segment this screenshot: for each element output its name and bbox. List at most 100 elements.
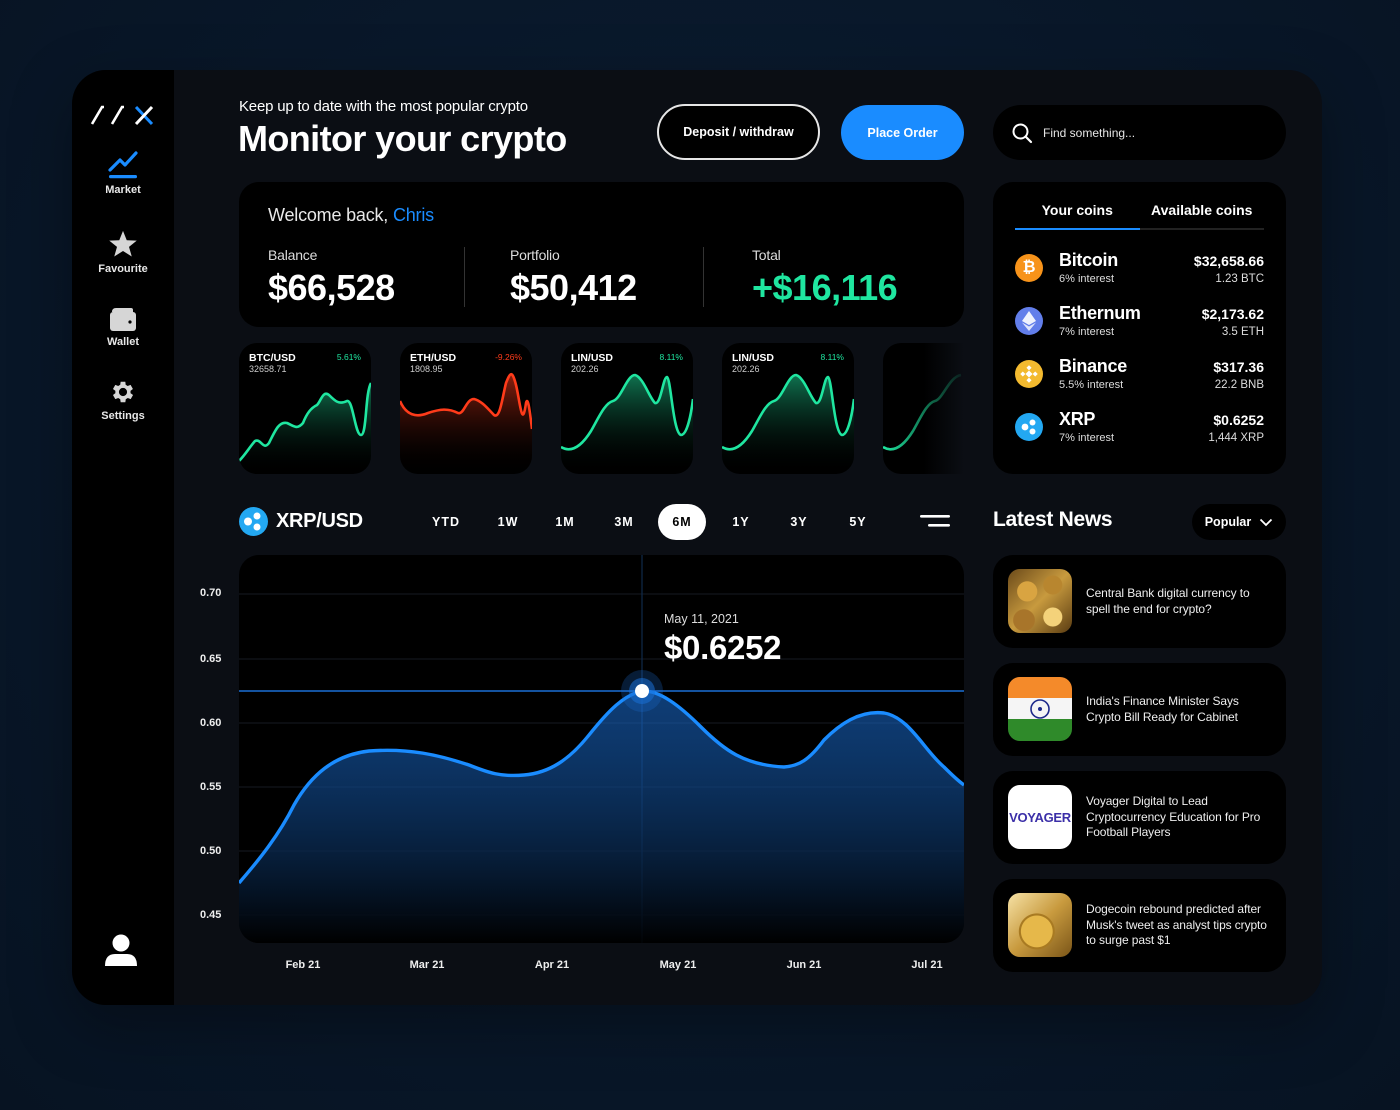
sparkline	[239, 382, 371, 474]
divider	[703, 247, 704, 307]
user-icon[interactable]	[102, 932, 140, 970]
tooltip-date: May 11, 2021	[664, 612, 739, 626]
ticker-pair: ETH/USD	[410, 352, 457, 364]
range-1m[interactable]: 1M	[555, 515, 575, 529]
coin-value: $0.6252	[1213, 412, 1264, 428]
welcome-message: Welcome back, Chris	[268, 205, 434, 226]
news-item[interactable]: Dogecoin rebound predicted after Musk's …	[993, 879, 1286, 972]
news-item[interactable]: Central Bank digital currency to spell t…	[993, 555, 1286, 648]
coin-interest: 6% interest	[1059, 273, 1115, 285]
total-stat: Total +$16,116	[752, 247, 898, 309]
y-tick: 0.60	[200, 717, 222, 729]
bitcoin-icon: ₿	[1015, 254, 1043, 282]
voyager-logo-text: VOYAGER	[1009, 809, 1071, 825]
coins-card: Your coins Available coins ₿ Bitcoin 6% …	[993, 182, 1286, 474]
coin-name: XRP	[1059, 409, 1096, 429]
deposit-withdraw-button[interactable]: Deposit / withdraw	[657, 104, 820, 160]
ticker-price: 32658.71	[249, 364, 287, 374]
news-filter-dropdown[interactable]: Popular	[1192, 504, 1286, 540]
range-ytd[interactable]: YTD	[432, 515, 460, 529]
sparkline	[400, 372, 532, 474]
tooltip-value: $0.6252	[664, 629, 782, 666]
user-name: Chris	[392, 205, 434, 225]
gold-coins-thumbnail	[1008, 569, 1072, 633]
sidebar-item-wallet[interactable]: Wallet	[72, 306, 174, 348]
news-headline: Voyager Digital to Lead Cryptocurrency E…	[1086, 794, 1261, 840]
news-item[interactable]: India's Finance Minister Says Crypto Bil…	[993, 663, 1286, 756]
ticker-card-lin[interactable]: LIN/USD 202.26 8.11%	[561, 343, 693, 474]
y-tick: 0.65	[200, 653, 222, 665]
coin-value: $32,658.66	[1193, 253, 1264, 269]
x-tick: Mar 21	[409, 959, 445, 971]
range-3m[interactable]: 3M	[614, 515, 634, 529]
ticker-change: 8.11%	[659, 352, 683, 362]
dogecoin-thumbnail	[1008, 893, 1072, 957]
coin-row-xrp[interactable]: XRP 7% interest $0.6252 1,444 XRP	[1015, 409, 1264, 455]
highlight-point[interactable]	[635, 684, 649, 698]
chevron-down-icon	[1260, 518, 1273, 526]
coin-amount: 1,444 XRP	[1208, 432, 1264, 444]
range-1w[interactable]: 1W	[497, 515, 519, 529]
wallet-icon	[110, 308, 136, 331]
sidebar-item-market[interactable]: Market	[72, 150, 174, 196]
coin-row-bitcoin[interactable]: ₿ Bitcoin 6% interest $32,658.66 1.23 BT…	[1015, 250, 1264, 296]
range-3y[interactable]: 3Y	[790, 515, 808, 529]
coin-row-ethereum[interactable]: Ethernum 7% interest $2,173.62 3.5 ETH	[1015, 303, 1264, 349]
ethereum-icon	[1015, 307, 1043, 335]
stat-label: Portfolio	[510, 247, 560, 263]
ticker-card-partial[interactable]	[883, 343, 964, 474]
stat-label: Total	[752, 247, 781, 263]
page-subtitle: Keep up to date with the most popular cr…	[239, 98, 528, 115]
page-title: Monitor your crypto	[238, 118, 567, 159]
news-headline: Dogecoin rebound predicted after Musk's …	[1086, 902, 1267, 948]
ticker-card-btc[interactable]: BTC/USD 32658.71 5.61%	[239, 343, 371, 474]
chart-pair-title: XRP/USD	[276, 510, 363, 532]
tab-your-coins[interactable]: Your coins	[1015, 202, 1140, 230]
y-tick: 0.55	[200, 781, 222, 793]
range-1y[interactable]: 1Y	[732, 515, 750, 529]
sidebar-item-label: Settings	[101, 410, 145, 422]
x-tick: Jun 21	[786, 959, 822, 971]
coin-value: $317.36	[1213, 359, 1264, 375]
coins-tabs: Your coins Available coins	[1015, 202, 1264, 230]
ticker-price: 202.26	[571, 364, 599, 374]
aax-logo	[90, 105, 154, 126]
stat-value: $50,412	[510, 267, 637, 308]
x-tick: Jul 21	[911, 959, 943, 971]
coin-name: Bitcoin	[1059, 250, 1118, 270]
coin-amount: 22.2 BNB	[1214, 379, 1264, 391]
price-chart[interactable]: May 11, 2021 $0.6252	[239, 555, 964, 943]
binance-icon	[1015, 360, 1043, 388]
coin-name: Binance	[1059, 356, 1127, 376]
welcome-greeting: Welcome back,	[268, 205, 389, 225]
xrp-icon	[1015, 413, 1043, 441]
ticker-price: 202.26	[732, 364, 760, 374]
sparkline	[883, 373, 962, 451]
search-icon[interactable]	[1011, 122, 1033, 144]
range-5y[interactable]: 5Y	[849, 515, 867, 529]
chart-pair-header: XRP/USD	[239, 507, 363, 536]
xrp-icon	[239, 507, 268, 536]
market-chart-icon	[108, 151, 138, 179]
search-input[interactable]	[1043, 125, 1263, 140]
x-tick: Apr 21	[534, 959, 570, 971]
news-item[interactable]: VOYAGER Voyager Digital to Lead Cryptocu…	[993, 771, 1286, 864]
ticker-card-lin-2[interactable]: LIN/USD 202.26 8.11%	[722, 343, 854, 474]
tab-available-coins[interactable]: Available coins	[1151, 202, 1253, 218]
coin-row-binance[interactable]: Binance 5.5% interest $317.36 22.2 BNB	[1015, 356, 1264, 402]
voyager-logo-thumbnail: VOYAGER	[1008, 785, 1072, 849]
x-tick: Feb 21	[285, 959, 321, 971]
place-order-button[interactable]: Place Order	[841, 105, 964, 160]
sidebar-item-settings[interactable]: Settings	[72, 378, 174, 422]
divider	[464, 247, 465, 307]
chart-menu-icon[interactable]	[920, 514, 950, 528]
range-6m[interactable]: 6M	[658, 504, 706, 540]
coin-value: $2,173.62	[1201, 306, 1264, 322]
news-heading: Latest News	[993, 508, 1113, 531]
ticker-change: 5.61%	[336, 352, 361, 362]
sidebar-item-favourite[interactable]: Favourite	[72, 229, 174, 275]
balance-stat: Balance $66,528	[268, 247, 395, 309]
portfolio-stat: Portfolio $50,412	[510, 247, 637, 309]
ticker-card-eth[interactable]: ETH/USD 1808.95 -9.26%	[400, 343, 532, 474]
y-tick: 0.50	[200, 845, 222, 857]
